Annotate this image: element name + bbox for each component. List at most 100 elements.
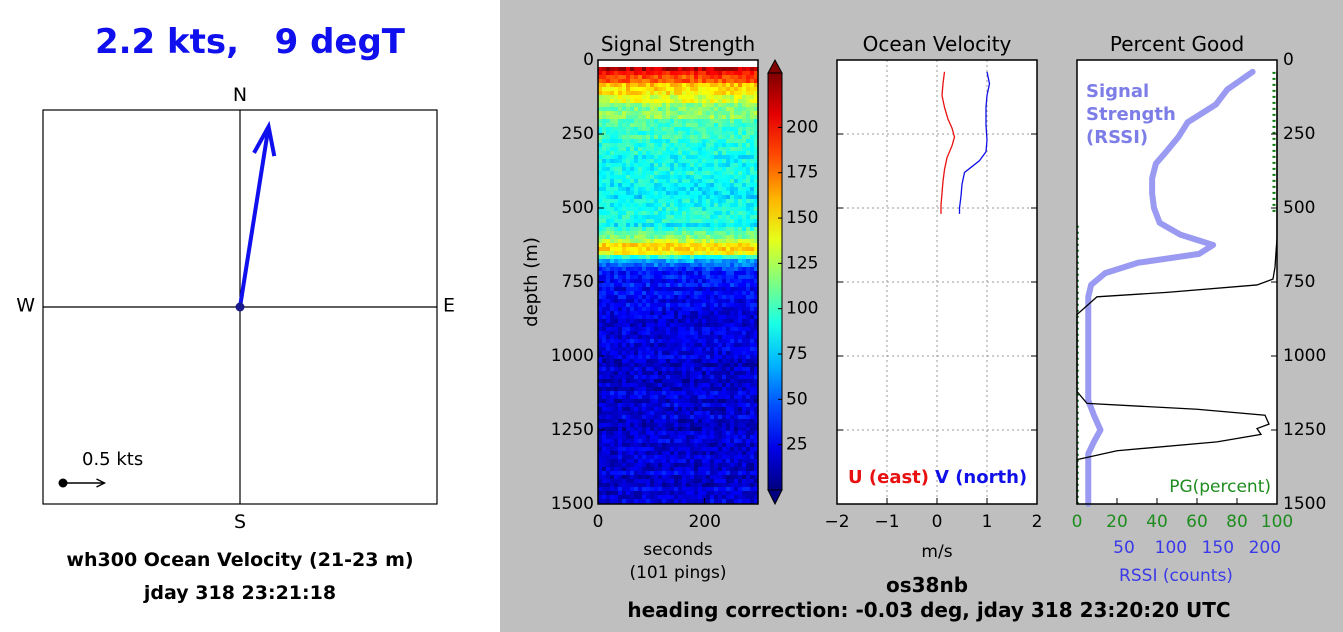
heatmap-cell [614, 319, 619, 324]
heatmap-cell [754, 223, 759, 228]
v-north-line [958, 71, 991, 214]
heatmap-cell [634, 239, 639, 244]
heatmap-cell [738, 327, 743, 332]
heatmap-cell [638, 487, 643, 492]
heatmap-cell [670, 339, 675, 344]
heatmap-cell [690, 223, 695, 228]
heatmap-cell [622, 203, 627, 208]
heatmap-cell [734, 423, 739, 428]
heatmap-cell [710, 103, 715, 108]
heatmap-cell [750, 411, 755, 416]
heatmap-cell [718, 443, 723, 448]
heatmap-cell [746, 363, 751, 368]
heatmap-cell [638, 351, 643, 356]
heatmap-cell [678, 387, 683, 392]
heatmap-cell [726, 311, 731, 316]
heatmap-cell [674, 303, 679, 308]
heatmap-cell [694, 311, 699, 316]
heatmap-cell [598, 435, 603, 440]
heatmap-cell [710, 439, 715, 444]
heatmap-cell [674, 395, 679, 400]
heatmap-cell [738, 191, 743, 196]
heatmap-cell [730, 155, 735, 160]
heatmap-cell [650, 123, 655, 128]
heatmap-cell [750, 207, 755, 212]
heatmap-cell [742, 111, 747, 116]
heatmap-cell [662, 339, 667, 344]
heatmap-cell [646, 267, 651, 272]
heatmap-cell [602, 427, 607, 432]
heatmap-cell [606, 163, 611, 168]
heatmap-cell [630, 143, 635, 148]
heatmap-cell [690, 287, 695, 292]
heatmap-cell [698, 451, 703, 456]
heatmap-cell [694, 363, 699, 368]
heatmap-cell [726, 399, 731, 404]
heatmap-cell [686, 331, 691, 336]
heatmap-cell [698, 283, 703, 288]
heatmap-cell [754, 259, 759, 264]
heatmap-cell [742, 87, 747, 92]
heatmap-cell [670, 379, 675, 384]
heatmap-cell [622, 299, 627, 304]
heatmap-cell [694, 299, 699, 304]
heatmap-cell [662, 383, 667, 388]
heatmap-cell [710, 139, 715, 144]
heatmap-cell [642, 127, 647, 132]
heatmap-cell [622, 291, 627, 296]
heatmap-cell [754, 407, 759, 412]
heatmap-cell [622, 371, 627, 376]
heatmap-cell [702, 195, 707, 200]
heatmap-cell [734, 411, 739, 416]
heatmap-cell [610, 207, 615, 212]
heatmap-cell [598, 179, 603, 184]
heatmap-cell [686, 355, 691, 360]
heatmap-cell [690, 183, 695, 188]
heatmap-cell [614, 155, 619, 160]
heatmap-cell [722, 271, 727, 276]
heatmap-cell [754, 155, 759, 160]
heatmap-cell [734, 243, 739, 248]
heatmap-cell [710, 99, 715, 104]
heatmap-cell [662, 347, 667, 352]
heatmap-cell [714, 167, 719, 172]
heatmap-cell [742, 295, 747, 300]
heatmap-cell [746, 155, 751, 160]
heatmap-cell [606, 295, 611, 300]
heatmap-cell [694, 379, 699, 384]
heatmap-cell [630, 187, 635, 192]
heatmap-cell [598, 303, 603, 308]
heatmap-cell [694, 155, 699, 160]
heatmap-cell [706, 107, 711, 112]
heatmap-cell [742, 459, 747, 464]
heatmap-cell [642, 307, 647, 312]
heatmap-cell [694, 315, 699, 320]
heatmap-cell [714, 495, 719, 500]
heatmap-cell [678, 251, 683, 256]
heatmap-cell [682, 311, 687, 316]
heatmap-cell [606, 215, 611, 220]
heatmap-cell [710, 215, 715, 220]
heatmap-cell [710, 71, 715, 76]
heatmap-cell [750, 171, 755, 176]
heatmap-cell [666, 211, 671, 216]
heatmap-cell [694, 479, 699, 484]
heatmap-cell [754, 459, 759, 464]
heatmap-cell [718, 351, 723, 356]
heatmap-cell [730, 111, 735, 116]
heatmap-cell [606, 159, 611, 164]
heatmap-cell [678, 375, 683, 380]
heatmap-cell [714, 335, 719, 340]
heatmap-cell [614, 111, 619, 116]
heatmap-cell [738, 319, 743, 324]
heatmap-cell [614, 415, 619, 420]
heatmap-cell [682, 315, 687, 320]
heatmap-cell [602, 203, 607, 208]
heatmap-cell [726, 87, 731, 92]
heatmap-cell [626, 155, 631, 160]
heatmap-cell [730, 123, 735, 128]
heatmap-cell [742, 287, 747, 292]
heatmap-cell [694, 219, 699, 224]
heatmap-cell [702, 147, 707, 152]
heatmap-cell [690, 255, 695, 260]
